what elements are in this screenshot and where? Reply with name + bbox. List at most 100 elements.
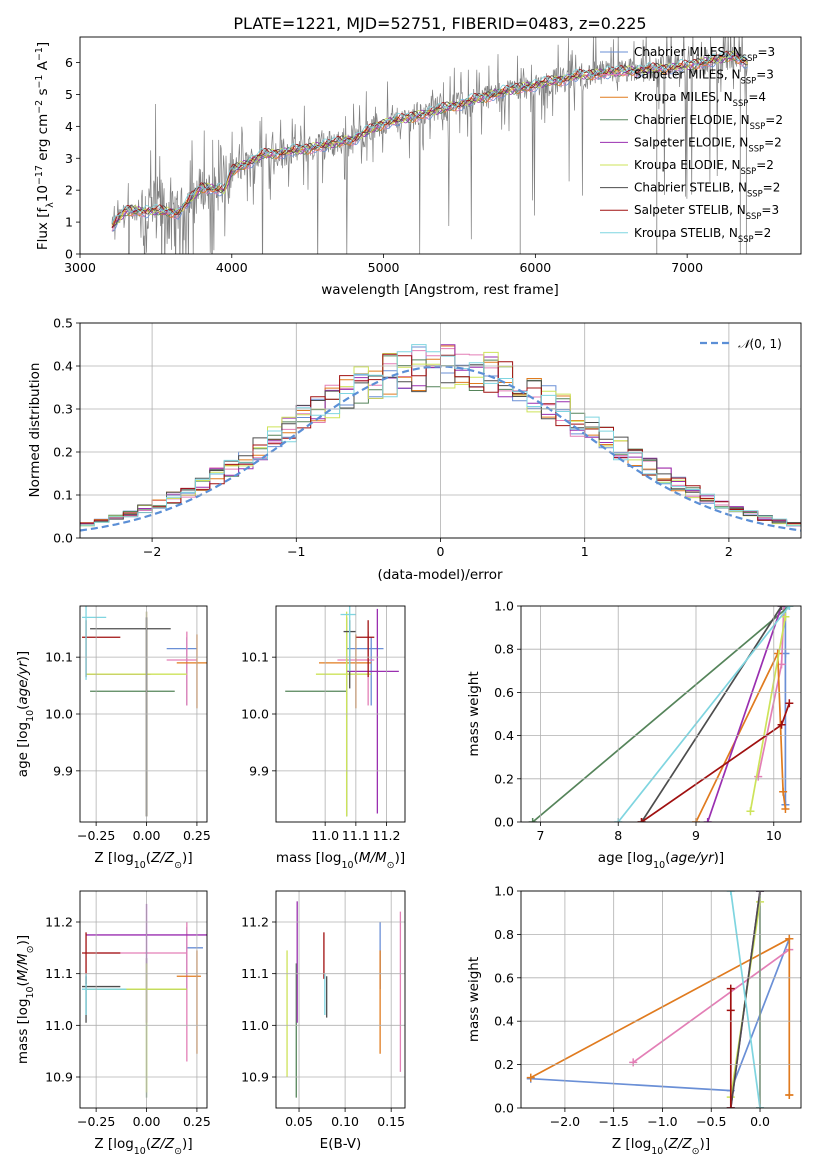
mass-Z-panel-plot (82, 903, 207, 1098)
mass-weight-marker (629, 1058, 638, 1067)
mass-weight-marker (528, 818, 537, 822)
y-tick-label: 0.1 (53, 488, 73, 503)
y-tick-label: 10.1 (45, 650, 73, 665)
y-axis-label: Flux [fλ10−17 erg cm−2 s−1 A−1] (34, 42, 56, 250)
x-axis-label: mass [log10(M/M⊙)] (276, 850, 405, 871)
mass-Z-panel: −0.25 0.00 0.25 10.9 11.0 11.1 11.2 Z [log10(Z/… (15, 890, 211, 1157)
mass-EBV-panel-plot (286, 901, 402, 1098)
figure-title: PLATE=1221, MJD=52751, FIBERID=0483, z=0… (233, 14, 646, 33)
axes-frame (275, 890, 406, 1109)
x-tick-label: 0.00 (133, 828, 161, 843)
x-tick-label: 0.25 (183, 828, 211, 843)
x-tick-label: 6000 (519, 260, 551, 275)
y-tick-label: 0.6 (494, 970, 514, 985)
model-spectrum-line (111, 51, 748, 224)
x-tick-label: 0.10 (331, 1114, 359, 1129)
y-tick-label: 0.8 (494, 642, 514, 657)
x-tick-label: −1.0 (647, 1114, 677, 1129)
y-tick-label: 0.5 (53, 316, 73, 331)
y-tick-label: 10.1 (241, 650, 269, 665)
y-tick-label: 0.2 (494, 771, 514, 786)
age-mass-panel: 11.0 11.1 11.2 9.9 10.0 10.1 mass [log10(M/M⊙)… (241, 605, 406, 871)
mass-weight-marker (754, 772, 763, 781)
massweight-age-panel-plot (528, 606, 794, 822)
mass-weight-line (640, 606, 783, 822)
mass-weight-line (532, 606, 790, 822)
mass-weight-line (706, 606, 783, 822)
y-tick-label: 10.0 (45, 707, 73, 722)
mass-weight-marker (781, 612, 790, 621)
legend-entry: Chabrier MILES, NSSP=3 (634, 45, 775, 63)
x-tick-label: 8 (614, 828, 622, 843)
age-Z-panel-plot (82, 606, 207, 817)
x-tick-label: −1.5 (599, 1114, 629, 1129)
mass-weight-marker (785, 1090, 794, 1099)
y-tick-label: 0.0 (494, 815, 514, 830)
mass-weight-marker (777, 606, 786, 610)
mass-weight-marker (777, 720, 786, 729)
mass-weight-marker (726, 1104, 735, 1108)
y-tick-label: 11.2 (241, 915, 269, 930)
axes-frame (275, 605, 406, 823)
y-tick-label: 4 (65, 119, 73, 134)
mass-weight-marker (779, 787, 788, 796)
x-tick-label: 1 (581, 544, 589, 559)
x-tick-label: 11.0 (311, 828, 339, 843)
y-axis-label: mass weight (466, 957, 482, 1042)
x-tick-label: 0.0 (750, 1114, 770, 1129)
x-tick-label: 3000 (64, 260, 96, 275)
mass-weight-marker (526, 1073, 535, 1082)
legend-entry: Kroupa ELODIE, NSSP=2 (634, 158, 774, 176)
x-axis-label: Z [log10(Z/Z⊙)] (94, 1136, 192, 1157)
x-tick-label: −1 (287, 544, 305, 559)
y-tick-label: 11.1 (45, 966, 73, 981)
massweight-age-panel: 7 8 9 10 0.0 0.2 0.4 0.6 0.8 1.0 age [log10(age/yr… (466, 599, 802, 871)
spectrum-panel: 3000 4000 5000 6000 7000 0 1 2 3 4 5 6 wavelength [A… (34, 36, 802, 298)
y-tick-label: 3 (65, 151, 73, 166)
axes-frame (79, 322, 802, 539)
mass-weight-marker (637, 818, 646, 822)
x-tick-label: 2 (725, 544, 733, 559)
y-tick-label: 0.0 (53, 531, 73, 546)
axes-frame (79, 36, 802, 255)
legend-entry: 𝒩(0, 1) (738, 337, 782, 351)
observed-spectrum-line (111, 37, 748, 254)
legend-entry: Chabrier ELODIE, NSSP=2 (634, 113, 783, 131)
x-tick-label: 0.05 (285, 1114, 313, 1129)
legend-entry: Salpeter ELODIE, NSSP=2 (634, 135, 782, 153)
y-axis-label: mass [log10(M/M⊙)] (15, 935, 36, 1064)
y-tick-label: 11.0 (45, 1018, 73, 1033)
x-tick-label: 7000 (671, 260, 703, 275)
residuals-panel: −2 −1 0 1 2 0.0 0.1 0.2 0.3 0.4 0.5 (data-model)/er… (27, 316, 802, 583)
spectrum-panel-plot (111, 37, 748, 254)
y-tick-label: 0.4 (494, 728, 514, 743)
y-tick-label: 0.6 (494, 685, 514, 700)
y-tick-label: 10.9 (45, 1070, 73, 1085)
mass-weight-marker (726, 1006, 735, 1015)
x-tick-label: 11.2 (373, 828, 401, 843)
mass-weight-marker (785, 934, 794, 943)
y-tick-label: 0.4 (53, 359, 73, 374)
mass-weight-marker (785, 699, 794, 708)
mass-weight-marker (703, 818, 712, 822)
y-tick-label: 0.3 (53, 402, 73, 417)
y-tick-label: 10.9 (241, 1070, 269, 1085)
y-tick-label: 11.0 (241, 1018, 269, 1033)
mass-weight-line (695, 653, 787, 822)
x-axis-label: (data-model)/error (377, 567, 503, 583)
legend-entry: Chabrier STELIB, NSSP=2 (634, 181, 780, 199)
y-tick-label: 0 (65, 247, 73, 262)
x-axis-label: wavelength [Angstrom, rest frame] (321, 282, 559, 298)
y-tick-label: 0.4 (494, 1014, 514, 1029)
massweight-Z-panel-plot (526, 891, 794, 1108)
x-tick-label: 7 (536, 828, 544, 843)
y-tick-label: 0.2 (494, 1057, 514, 1072)
y-tick-label: 0.0 (494, 1101, 514, 1116)
y-tick-label: 9.9 (53, 763, 73, 778)
legend-entry: Salpeter STELIB, NSSP=3 (634, 203, 779, 221)
legend-entry: Kroupa STELIB, NSSP=2 (634, 226, 771, 244)
x-axis-label: Z [log10(Z/Z⊙)] (612, 1136, 710, 1157)
x-tick-label: 0.15 (377, 1114, 405, 1129)
mass-weight-marker (746, 807, 755, 816)
